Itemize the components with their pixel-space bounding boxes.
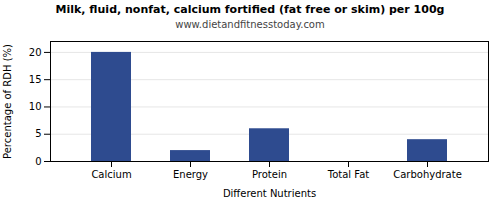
svg-text:20: 20 xyxy=(29,47,42,58)
svg-text:5: 5 xyxy=(35,128,41,139)
svg-text:10: 10 xyxy=(29,101,42,112)
svg-text:Carbohydrate: Carbohydrate xyxy=(393,169,462,180)
svg-text:Calcium: Calcium xyxy=(91,169,131,180)
svg-text:Total Fat: Total Fat xyxy=(327,169,369,180)
html-text:Milk, fluid, nonfat, calcium f: Milk, fluid, nonfat, calcium fortified (… xyxy=(55,3,445,16)
svg-text:Different Nutrients: Different Nutrients xyxy=(223,188,316,199)
svg-text:0: 0 xyxy=(35,156,41,167)
html-text:www.dietandfitnesstoday.com: www.dietandfitnesstoday.com xyxy=(175,19,325,30)
svg-text:Energy: Energy xyxy=(173,169,208,180)
svg-text:Percentage of RDH (%): Percentage of RDH (%) xyxy=(2,44,13,159)
svg-text:15: 15 xyxy=(29,74,42,85)
svg-text:Protein: Protein xyxy=(252,169,287,180)
